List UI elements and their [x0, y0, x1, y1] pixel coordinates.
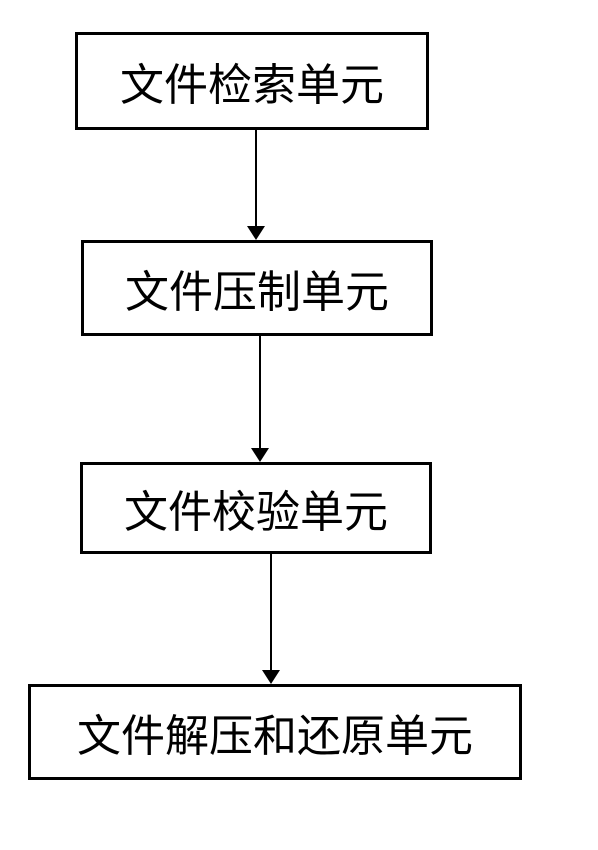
flow-node-label: 文件解压和还原单元 [77, 700, 473, 764]
arrow-down-icon [262, 670, 280, 684]
arrow-down-icon [247, 226, 265, 240]
flow-edge-line [255, 130, 257, 226]
flow-node-label: 文件检索单元 [120, 49, 384, 113]
flow-node-label: 文件压制单元 [125, 256, 389, 320]
flow-node-n3: 文件校验单元 [80, 462, 432, 554]
flow-node-n1: 文件检索单元 [75, 32, 429, 130]
flow-node-n4: 文件解压和还原单元 [28, 684, 522, 780]
flow-node-label: 文件校验单元 [124, 476, 388, 540]
flow-node-n2: 文件压制单元 [81, 240, 433, 336]
arrow-down-icon [251, 448, 269, 462]
flow-edge-line [270, 554, 272, 670]
flowchart-canvas: 文件检索单元文件压制单元文件校验单元文件解压和还原单元 [0, 0, 598, 850]
flow-edge-line [259, 336, 261, 448]
